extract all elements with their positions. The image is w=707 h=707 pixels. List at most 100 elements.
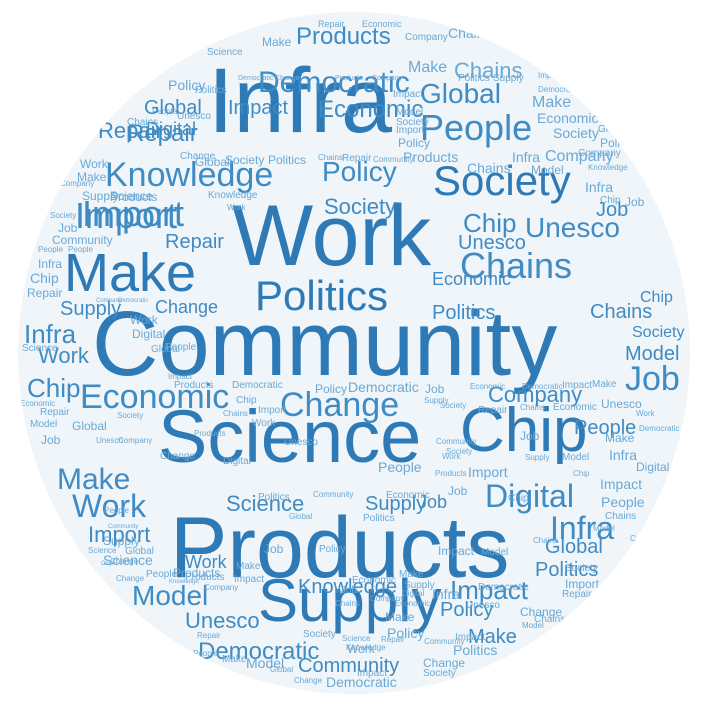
word-society: Society — [50, 211, 77, 220]
word-society: Society — [396, 117, 429, 128]
word-people: People — [38, 245, 63, 254]
word-chip: Chip — [463, 208, 517, 238]
word-digital: Digital — [636, 460, 670, 474]
word-society: Society — [423, 668, 456, 679]
word-make: Make — [236, 561, 261, 572]
word-economic: Economic — [553, 402, 597, 413]
word-chains: Chains — [127, 117, 159, 128]
word-global: Global — [420, 78, 501, 109]
word-democratic: Democratic — [478, 582, 529, 593]
word-unesco: Unesco — [458, 232, 526, 254]
word-community: Community — [92, 293, 558, 395]
word-company: Company — [372, 75, 402, 82]
word-unesco: Unesco — [601, 397, 642, 411]
word-company: Company — [60, 179, 95, 188]
word-model: Model — [481, 547, 509, 558]
word-economic: Economic — [318, 96, 424, 123]
word-policy: Policy — [387, 625, 425, 641]
word-economic: Economic — [470, 382, 506, 391]
word-society: Society — [565, 563, 598, 574]
word-chains: Chains — [533, 536, 558, 545]
word-society: Society — [303, 629, 336, 640]
word-change: Change — [275, 75, 300, 82]
word-work: Work — [636, 409, 655, 418]
word-company: Company — [405, 32, 448, 43]
word-job: Job — [448, 484, 468, 498]
word-make: Make — [64, 243, 197, 303]
word-global: Global — [289, 512, 313, 521]
word-model: Model — [522, 621, 544, 630]
word-supply: Supply — [525, 453, 550, 462]
word-change: Change — [294, 676, 323, 685]
word-work: Work — [130, 313, 158, 327]
word-digital: Digital — [223, 456, 251, 467]
word-work: Work — [80, 157, 108, 171]
word-digital: Digital — [485, 478, 574, 514]
word-community: Community — [373, 155, 414, 164]
word-repair: Repair — [197, 631, 221, 640]
word-global: Global — [195, 155, 230, 169]
word-global: Global — [144, 97, 202, 119]
word-change: Change — [116, 574, 145, 583]
word-chip: Chip — [600, 195, 621, 206]
word-make: Make — [77, 170, 107, 184]
word-make: Make — [605, 431, 635, 445]
word-policy: Policy — [168, 77, 206, 93]
word-global: Global — [151, 344, 180, 355]
word-model: Model — [396, 107, 424, 118]
word-supply: Supply — [103, 534, 140, 548]
word-chains: Chains — [335, 599, 360, 608]
word-people: People — [165, 342, 197, 353]
word-supply: Supply — [82, 189, 119, 203]
word-people: People — [193, 649, 218, 658]
word-model: Model — [625, 343, 680, 365]
word-policy: Policy — [315, 382, 348, 396]
word-products: Products — [110, 190, 158, 204]
word-politics: Politics — [258, 492, 290, 503]
word-products: Products — [170, 500, 510, 596]
word-supply: Supply — [60, 298, 122, 320]
word-make: Make — [57, 463, 131, 496]
word-community: Community — [424, 637, 465, 646]
word-impact: Impact — [600, 476, 643, 492]
word-people: People — [152, 107, 177, 116]
word-community: Community — [298, 655, 400, 677]
word-chains: Chains — [460, 245, 573, 286]
word-company: Company — [545, 148, 614, 165]
word-economic: Economic — [20, 399, 56, 408]
word-democratic: Democratic — [639, 424, 680, 433]
word-infra: Infra — [208, 50, 393, 152]
word-model: Model — [531, 163, 564, 177]
word-community: Community — [52, 233, 113, 247]
word-politics: Politics — [268, 153, 307, 167]
word-economic: Economic — [352, 575, 396, 586]
word-politics: Politics — [453, 642, 498, 658]
word-chains: Chains — [605, 511, 637, 522]
word-policy: Policy — [319, 544, 346, 555]
word-model: Model — [246, 655, 285, 671]
word-products: Products — [335, 75, 363, 82]
word-unesco: Unesco — [284, 437, 318, 448]
word-repair: Repair — [342, 153, 372, 164]
word-knowledge: Knowledge — [346, 643, 386, 652]
word-people: People — [104, 506, 129, 515]
word-economic: Economic — [432, 269, 512, 289]
word-make: Make — [385, 610, 415, 624]
word-economic: Economic — [80, 378, 230, 416]
word-model: Model — [30, 419, 58, 430]
word-chains: Chains — [318, 153, 343, 162]
word-company: Company — [96, 298, 122, 304]
word-company: Company — [204, 583, 239, 592]
word-work: Work — [227, 203, 246, 212]
word-make: Make — [399, 569, 424, 580]
word-society: Society — [446, 447, 473, 456]
word-products: Products — [403, 149, 459, 165]
word-digital: Digital — [146, 119, 197, 139]
word-community: Community — [436, 437, 477, 446]
word-society: Society — [440, 401, 467, 410]
word-repair: Repair — [562, 589, 592, 600]
word-job: Job — [341, 585, 358, 596]
word-impact: Impact — [168, 372, 193, 381]
word-chip: Chip — [573, 469, 590, 478]
